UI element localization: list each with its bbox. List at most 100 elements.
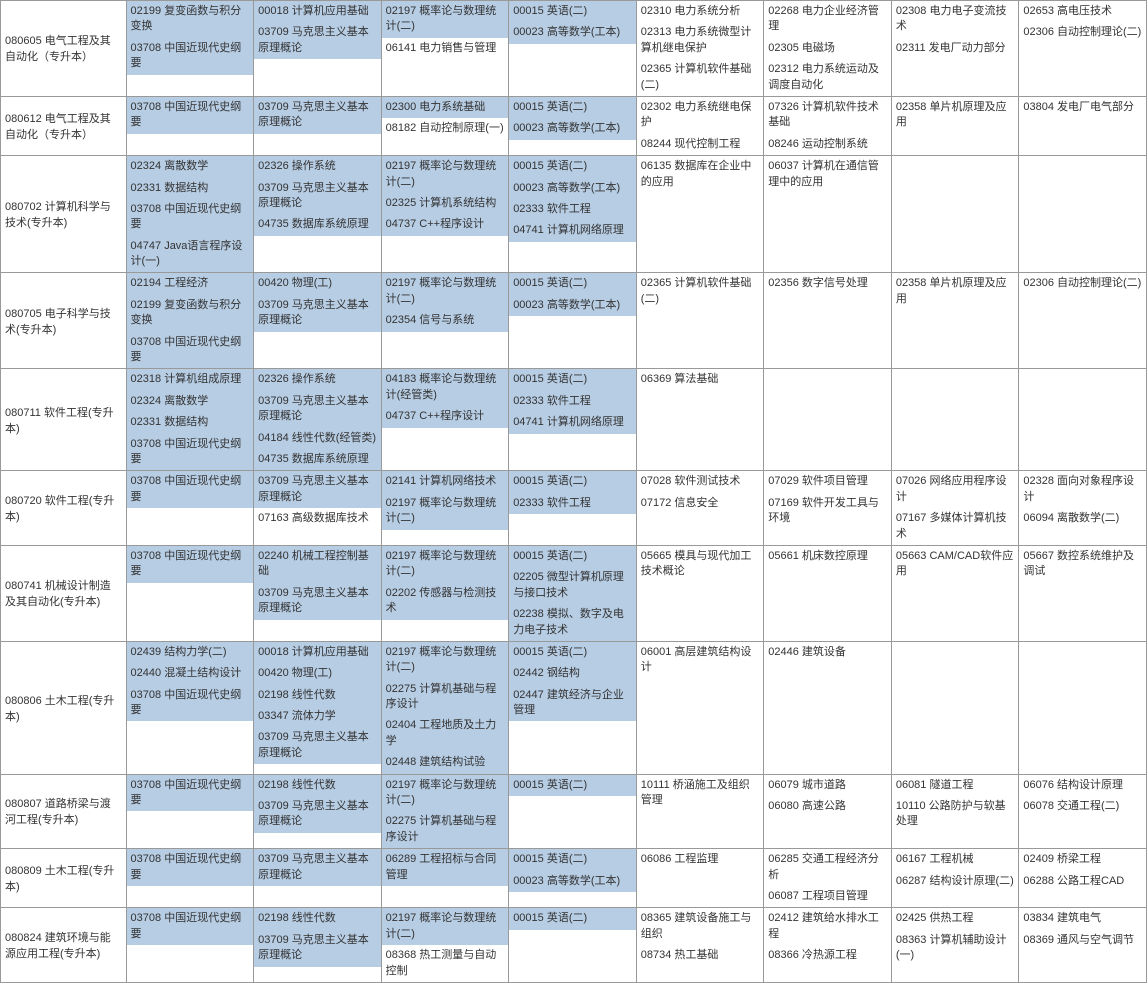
course-cell: 03708 中国近现代史纲要 bbox=[126, 545, 254, 641]
course-entry: 00015 英语(二) bbox=[509, 97, 636, 118]
course-entry: 06079 城市道路 bbox=[764, 775, 891, 796]
table-row: 080711 软件工程(专升本)02318 计算机组成原理02324 离散数学0… bbox=[1, 369, 1147, 471]
course-cell: 02328 面向对象程序设计06094 离散数学(二) bbox=[1019, 471, 1147, 546]
course-cell: 00015 英语(二)00023 高等数学(工本) bbox=[509, 96, 637, 155]
course-cell: 02308 电力电子变流技术02311 发电厂动力部分 bbox=[891, 1, 1019, 97]
course-cell: 06167 工程机械06287 结构设计原理(二) bbox=[891, 849, 1019, 908]
table-row: 080809 土木工程(专升本)03708 中国近现代史纲要03709 马克思主… bbox=[1, 849, 1147, 908]
course-entry: 03709 马克思主义基本原理概论 bbox=[254, 22, 381, 59]
course-entry: 07169 软件开发工具与环境 bbox=[764, 493, 891, 530]
course-cell: 06289 工程招标与合同管理 bbox=[381, 849, 509, 908]
course-entry: 02197 概率论与数理统计(二) bbox=[382, 546, 509, 583]
course-cell: 07028 软件测试技术07172 信息安全 bbox=[636, 471, 764, 546]
course-entry: 00015 英语(二) bbox=[509, 908, 636, 929]
course-cell: 00015 英语(二)00023 高等数学(工本)02333 软件工程04741… bbox=[509, 156, 637, 273]
course-cell: 06001 高层建筑结构设计 bbox=[636, 641, 764, 774]
course-entry: 03709 马克思主义基本原理概论 bbox=[254, 849, 381, 886]
course-entry: 00015 英语(二) bbox=[509, 471, 636, 492]
course-cell bbox=[764, 369, 892, 471]
course-cell: 02268 电力企业经济管理02305 电磁场02312 电力系统运动及调度自动… bbox=[764, 1, 892, 97]
course-entry: 02439 结构力学(二) bbox=[127, 642, 254, 663]
course-cell: 05665 模具与现代加工技术概论 bbox=[636, 545, 764, 641]
course-entry: 02305 电磁场 bbox=[764, 38, 891, 59]
course-cell: 08365 建筑设备施工与组织08734 热工基础 bbox=[636, 908, 764, 983]
course-entry: 02324 离散数学 bbox=[127, 391, 254, 412]
course-entry: 00015 英语(二) bbox=[509, 273, 636, 294]
major-cell: 080605 电气工程及其自动化（专升本） bbox=[1, 1, 127, 97]
course-entry: 07326 计算机软件技术基础 bbox=[764, 97, 891, 134]
course-entry: 00023 高等数学(工本) bbox=[509, 178, 636, 199]
course-entry: 02205 微型计算机原理与接口技术 bbox=[509, 567, 636, 604]
course-entry: 04183 概率论与数理统计(经管类) bbox=[382, 369, 509, 406]
course-cell: 02197 概率论与数理统计(二)02275 计算机基础与程序设计 bbox=[381, 774, 509, 849]
course-cell: 02240 机械工程控制基础03709 马克思主义基本原理概论 bbox=[254, 545, 382, 641]
course-cell: 02356 数字信号处理 bbox=[764, 273, 892, 369]
course-entry: 03708 中国近现代史纲要 bbox=[127, 849, 254, 886]
course-entry: 08734 热工基础 bbox=[637, 945, 764, 966]
course-entry: 03709 马克思主义基本原理概论 bbox=[254, 583, 381, 620]
course-entry: 08369 通风与空气调节 bbox=[1019, 930, 1146, 951]
course-entry: 02275 计算机基础与程序设计 bbox=[382, 679, 509, 716]
course-entry: 02318 计算机组成原理 bbox=[127, 369, 254, 390]
course-cell: 06285 交通工程经济分析06087 工程项目管理 bbox=[764, 849, 892, 908]
course-entry: 02198 线性代数 bbox=[254, 908, 381, 929]
course-entry: 02197 概率论与数理统计(二) bbox=[382, 493, 509, 530]
course-entry: 02240 机械工程控制基础 bbox=[254, 546, 381, 583]
course-cell: 06135 数据库在企业中的应用 bbox=[636, 156, 764, 273]
course-entry: 02358 单片机原理及应用 bbox=[892, 97, 1019, 134]
course-entry: 06086 工程监理 bbox=[637, 849, 764, 870]
course-entry: 02446 建筑设备 bbox=[764, 642, 891, 663]
course-entry: 04184 线性代数(经管类) bbox=[254, 428, 381, 449]
course-cell: 02439 结构力学(二)02440 混凝土结构设计03708 中国近现代史纲要 bbox=[126, 641, 254, 774]
course-entry: 06167 工程机械 bbox=[892, 849, 1019, 870]
course-cell: 02425 供热工程08363 计算机辅助设计(一) bbox=[891, 908, 1019, 983]
table-row: 080720 软件工程(专升本)03708 中国近现代史纲要03709 马克思主… bbox=[1, 471, 1147, 546]
course-cell: 03709 马克思主义基本原理概论 bbox=[254, 849, 382, 908]
course-entry: 10111 桥涵施工及组织管理 bbox=[637, 775, 764, 812]
course-cell: 06079 城市道路06080 高速公路 bbox=[764, 774, 892, 849]
course-entry: 02412 建筑给水排水工程 bbox=[764, 908, 891, 945]
course-cell: 03708 中国近现代史纲要 bbox=[126, 471, 254, 546]
major-cell: 080824 建筑环境与能源应用工程(专升本) bbox=[1, 908, 127, 983]
course-cell: 00018 计算机应用基础03709 马克思主义基本原理概论 bbox=[254, 1, 382, 97]
course-entry: 02331 数据结构 bbox=[127, 412, 254, 433]
course-cell: 06037 计算机在通信管理中的应用 bbox=[764, 156, 892, 273]
course-entry: 08366 冷热源工程 bbox=[764, 945, 891, 966]
course-entry: 06288 公路工程CAD bbox=[1019, 871, 1146, 892]
course-entry: 06081 隧道工程 bbox=[892, 775, 1019, 796]
major-cell: 080711 软件工程(专升本) bbox=[1, 369, 127, 471]
course-entry: 00420 物理(工) bbox=[254, 273, 381, 294]
course-entry: 02333 软件工程 bbox=[509, 391, 636, 412]
course-entry: 07028 软件测试技术 bbox=[637, 471, 764, 492]
course-entry: 03708 中国近现代史纲要 bbox=[127, 199, 254, 236]
course-entry: 02409 桥梁工程 bbox=[1019, 849, 1146, 870]
major-cell: 080702 计算机科学与技术(专升本) bbox=[1, 156, 127, 273]
course-cell: 02326 操作系统03709 马克思主义基本原理概论04184 线性代数(经管… bbox=[254, 369, 382, 471]
course-cell: 02446 建筑设备 bbox=[764, 641, 892, 774]
course-entry: 00018 计算机应用基础 bbox=[254, 1, 381, 22]
course-entry: 02325 计算机系统结构 bbox=[382, 193, 509, 214]
course-entry: 02442 钢结构 bbox=[509, 663, 636, 684]
course-entry: 06037 计算机在通信管理中的应用 bbox=[764, 156, 891, 193]
course-entry: 02326 操作系统 bbox=[254, 156, 381, 177]
course-cell: 02300 电力系统基础08182 自动控制原理(一) bbox=[381, 96, 509, 155]
course-entry: 02365 计算机软件基础(二) bbox=[637, 273, 764, 310]
major-cell: 080741 机械设计制造及其自动化(专升本) bbox=[1, 545, 127, 641]
course-entry: 03709 马克思主义基本原理概论 bbox=[254, 97, 381, 134]
course-cell: 04183 概率论与数理统计(经管类)04737 C++程序设计 bbox=[381, 369, 509, 471]
course-entry: 02300 电力系统基础 bbox=[382, 97, 509, 118]
course-entry: 04735 数据库系统原理 bbox=[254, 214, 381, 235]
course-entry: 02404 工程地质及土力学 bbox=[382, 715, 509, 752]
course-entry: 00015 英语(二) bbox=[509, 156, 636, 177]
course-cell: 02324 离散数学02331 数据结构03708 中国近现代史纲要04747 … bbox=[126, 156, 254, 273]
course-cell: 02358 单片机原理及应用 bbox=[891, 96, 1019, 155]
course-entry: 03708 中国近现代史纲要 bbox=[127, 471, 254, 508]
course-cell: 02194 工程经济02199 复变函数与积分变换03708 中国近现代史纲要 bbox=[126, 273, 254, 369]
course-entry: 08365 建筑设备施工与组织 bbox=[637, 908, 764, 945]
course-cell: 06086 工程监理 bbox=[636, 849, 764, 908]
course-entry: 03708 中国近现代史纲要 bbox=[127, 38, 254, 75]
course-entry: 05665 模具与现代加工技术概论 bbox=[637, 546, 764, 583]
course-entry: 03708 中国近现代史纲要 bbox=[127, 97, 254, 134]
table-row: 080705 电子科学与技术(专升本)02194 工程经济02199 复变函数与… bbox=[1, 273, 1147, 369]
course-entry: 03708 中国近现代史纲要 bbox=[127, 332, 254, 369]
